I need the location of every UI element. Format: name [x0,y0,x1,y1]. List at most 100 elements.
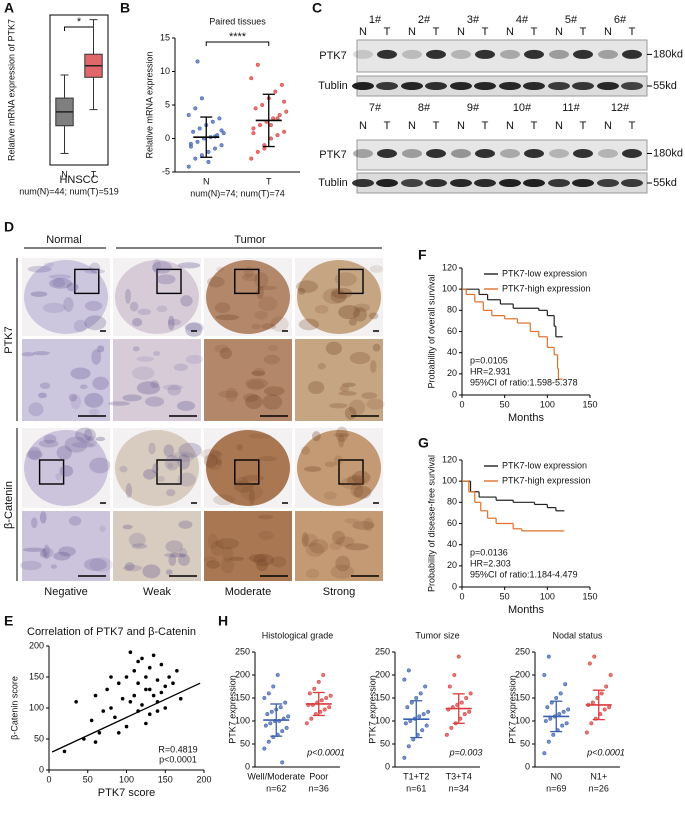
band [376,179,398,187]
data-point [319,698,324,703]
data-point [551,732,556,737]
data-point [266,739,271,744]
data-point [554,695,559,701]
texture [297,287,306,295]
texture [128,532,146,547]
texture [167,462,174,469]
stat: HR=2.931 [470,366,511,376]
band [450,82,472,90]
texture [209,450,223,459]
texture [165,569,173,575]
texture [348,318,357,326]
lane-label: N [359,26,367,38]
texture [242,474,265,482]
texture [270,316,289,332]
band [401,179,423,187]
texture [263,386,285,396]
texture [344,406,357,420]
data-point [608,672,613,678]
band [573,49,593,59]
data-point [116,681,121,685]
panel-label: D [4,219,14,235]
data-point [592,654,597,659]
data-point [417,714,422,719]
y-tick-label: 0 [385,761,390,771]
lane-label: N [555,120,563,132]
band [353,149,373,158]
x-axis-label: HNSCC [59,174,98,186]
texture [236,443,243,451]
data-point [199,153,204,158]
data-point [561,709,566,714]
texture [245,378,269,390]
texture [170,552,181,558]
category-note: n=61 [406,783,426,793]
chart-title: Correlation of PTK7 and β-Catenin [27,626,196,638]
texture [308,539,329,554]
texture [353,303,371,312]
band [426,49,446,59]
texture [21,352,35,357]
texture [302,533,318,547]
data-point [447,684,452,689]
data-point [328,693,333,698]
data-point [587,661,592,666]
data-point [456,654,461,659]
data-point [171,681,175,685]
data-point [563,682,568,687]
texture [164,454,180,471]
texture [258,456,277,462]
texture [256,558,268,572]
panel-label: H [218,613,228,629]
texture [353,307,368,322]
texture [251,370,266,376]
zoom-box [338,268,364,295]
p-value: p<0.0001 [306,747,345,757]
texture [39,382,51,390]
data-point [268,123,273,128]
y-tick-label: 150 [235,692,250,702]
texture [248,489,256,505]
data-point [132,669,137,673]
y-tick-label: -5 [162,166,170,176]
texture [53,551,71,561]
texture [204,454,218,468]
data-point [178,696,183,701]
significance: **** [229,31,247,43]
texture [145,396,165,407]
data-point [262,746,267,751]
band [523,179,545,187]
texture [156,274,176,285]
data-point [414,695,419,701]
x-tick-label: 100 [540,399,555,409]
category-note: n=62 [266,783,286,793]
category-note: n=36 [309,783,329,793]
band [549,49,569,59]
texture [334,272,357,287]
grade-label: Weak [143,586,171,598]
texture [271,556,287,568]
band [524,49,544,59]
texture [257,285,278,291]
texture [148,442,156,455]
y-tick-label: 0 [525,761,530,771]
texture [332,530,346,545]
texture [298,318,320,331]
data-point [155,709,160,713]
texture [261,323,276,330]
texture [300,446,310,455]
y-tick-label: 100 [29,702,44,712]
texture [132,366,155,380]
micrograph [204,511,292,581]
data-point [464,695,469,701]
texture [333,455,343,466]
texture [243,266,254,278]
data-point [424,723,429,728]
texture [245,394,263,409]
texture [263,354,280,365]
y-tick-label: 0 [452,389,457,399]
texture [352,520,375,530]
texture [219,347,232,360]
texture [258,296,278,312]
texture [68,516,82,526]
